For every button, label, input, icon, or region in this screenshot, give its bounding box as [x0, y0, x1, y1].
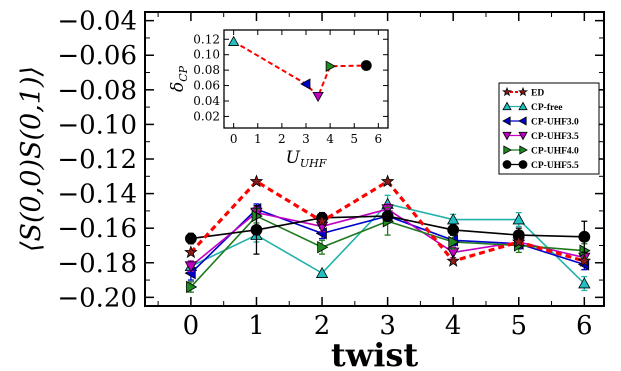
inset-y-tick-label: 0.08	[193, 63, 220, 77]
inset-point	[300, 78, 311, 90]
legend-box	[498, 82, 600, 175]
legend-label: CP-UHF3.0	[531, 118, 579, 128]
inset-x-tick-label: 4	[326, 132, 334, 146]
inset-y-tick-label: 0.04	[193, 94, 220, 108]
data-point	[250, 224, 263, 236]
legend-label: ED	[531, 89, 544, 99]
inset-point	[227, 35, 240, 46]
legend-entry-cp-uhf3-0: CP-UHF3.0	[502, 116, 579, 128]
inset-plot: 0.020.040.06 0.080.10 0.12 0 1 2 3 4 5 6 UUHF δCP	[168, 29, 389, 170]
y-tick-label: −0.20	[57, 283, 137, 313]
inset-point	[312, 91, 324, 103]
inset-y-axis-label: δCP	[168, 65, 190, 92]
data-point	[381, 210, 394, 222]
data-point	[184, 232, 197, 245]
inset-x-tick-label: 3	[302, 132, 310, 146]
series-ed	[184, 174, 592, 267]
data-point	[578, 230, 591, 243]
legend-label: CP-UHF3.5	[531, 132, 579, 142]
main-plot: −0.04 −0.06 −0.08 −0.10 −0.12 −0.14 −0.16 −0.18…	[16, 7, 605, 371]
data-point	[315, 266, 329, 278]
y-tick-label: −0.04	[57, 7, 137, 37]
data-point	[317, 241, 329, 254]
legend-marker	[502, 160, 512, 169]
legend-marker	[519, 145, 528, 155]
data-point	[511, 234, 526, 248]
legend-entry-cp-uhf5-5: CP-UHF5.5	[502, 160, 579, 171]
legend-entry-cp-uhf4-0: CP-UHF4.0	[503, 145, 579, 157]
data-point	[186, 280, 198, 294]
inset-y-tick-label: 0.12	[193, 32, 220, 46]
legend-marker	[502, 131, 512, 141]
legend-label: CP-UHF5.5	[531, 161, 579, 171]
x-tick-label: 1	[248, 311, 265, 341]
y-tick-label: −0.06	[57, 41, 137, 71]
legend-marker	[503, 145, 512, 155]
inset-y-tick-label: 0.06	[193, 79, 220, 93]
data-point	[184, 245, 198, 259]
legend-marker	[518, 101, 528, 111]
y-tick-label: −0.12	[57, 145, 137, 175]
y-tick-label: −0.16	[57, 214, 137, 244]
data-point	[315, 214, 329, 228]
x-tick-label: 3	[379, 311, 396, 341]
inset-x-axis-label: UUHF	[286, 148, 327, 170]
inset-x-tick-label: 2	[278, 132, 286, 146]
legend-label: CP-UHF4.0	[531, 147, 579, 157]
data-point	[446, 253, 460, 267]
legend-label: CP-free	[531, 103, 562, 113]
data-point	[448, 235, 460, 249]
legend-marker	[518, 131, 528, 141]
data-point	[249, 174, 264, 188]
data-point	[380, 174, 395, 188]
inset-x-tick-label: 5	[350, 132, 358, 146]
x-tick-label: 6	[576, 311, 593, 341]
inset-y-tick-label: 0.02	[193, 109, 220, 123]
data-point	[512, 213, 525, 225]
legend-entry-cp-uhf3-5: CP-UHF3.5	[502, 131, 579, 142]
data-point	[447, 213, 460, 225]
inset-x-tick-label: 6	[375, 132, 383, 146]
x-tick-label: 5	[510, 311, 527, 341]
inset-point	[325, 60, 336, 72]
x-tick-label: 4	[445, 311, 462, 341]
inset-line	[233, 40, 367, 99]
inset-point	[360, 60, 372, 71]
inset-x-tick-label: 0	[230, 132, 238, 146]
y-tick-label: −0.18	[57, 249, 137, 279]
inset-x-tick-label: 1	[254, 132, 262, 146]
data-point	[578, 277, 591, 289]
legend: ED CP-free CP-UHF3.0 CP-UHF3.5 CP-UHF4.0 CP-U…	[498, 82, 600, 175]
legend-marker	[518, 86, 528, 97]
legend-marker	[502, 86, 512, 97]
legend-marker	[502, 101, 512, 111]
y-tick-label: −0.14	[57, 180, 137, 210]
x-axis-label: twist	[331, 336, 419, 371]
legend-marker	[518, 160, 528, 169]
data-point	[447, 224, 460, 236]
y-tick-label: −0.08	[57, 76, 137, 106]
inset-y-tick-label: 0.10	[193, 48, 220, 62]
legend-marker	[518, 116, 527, 126]
x-tick-label: 0	[183, 311, 200, 341]
x-tick-label: 2	[314, 311, 331, 341]
legend-entry-cp-free: CP-free	[502, 101, 562, 113]
data-point	[184, 261, 198, 273]
y-axis-label: ⟨S(0,0)S(0,1)⟩	[16, 66, 47, 252]
data-point	[577, 253, 592, 267]
legend-marker	[502, 116, 511, 126]
y-tick-label: −0.10	[57, 110, 137, 140]
legend-entry-ed: ED	[502, 86, 544, 99]
inset-frame	[223, 29, 389, 129]
